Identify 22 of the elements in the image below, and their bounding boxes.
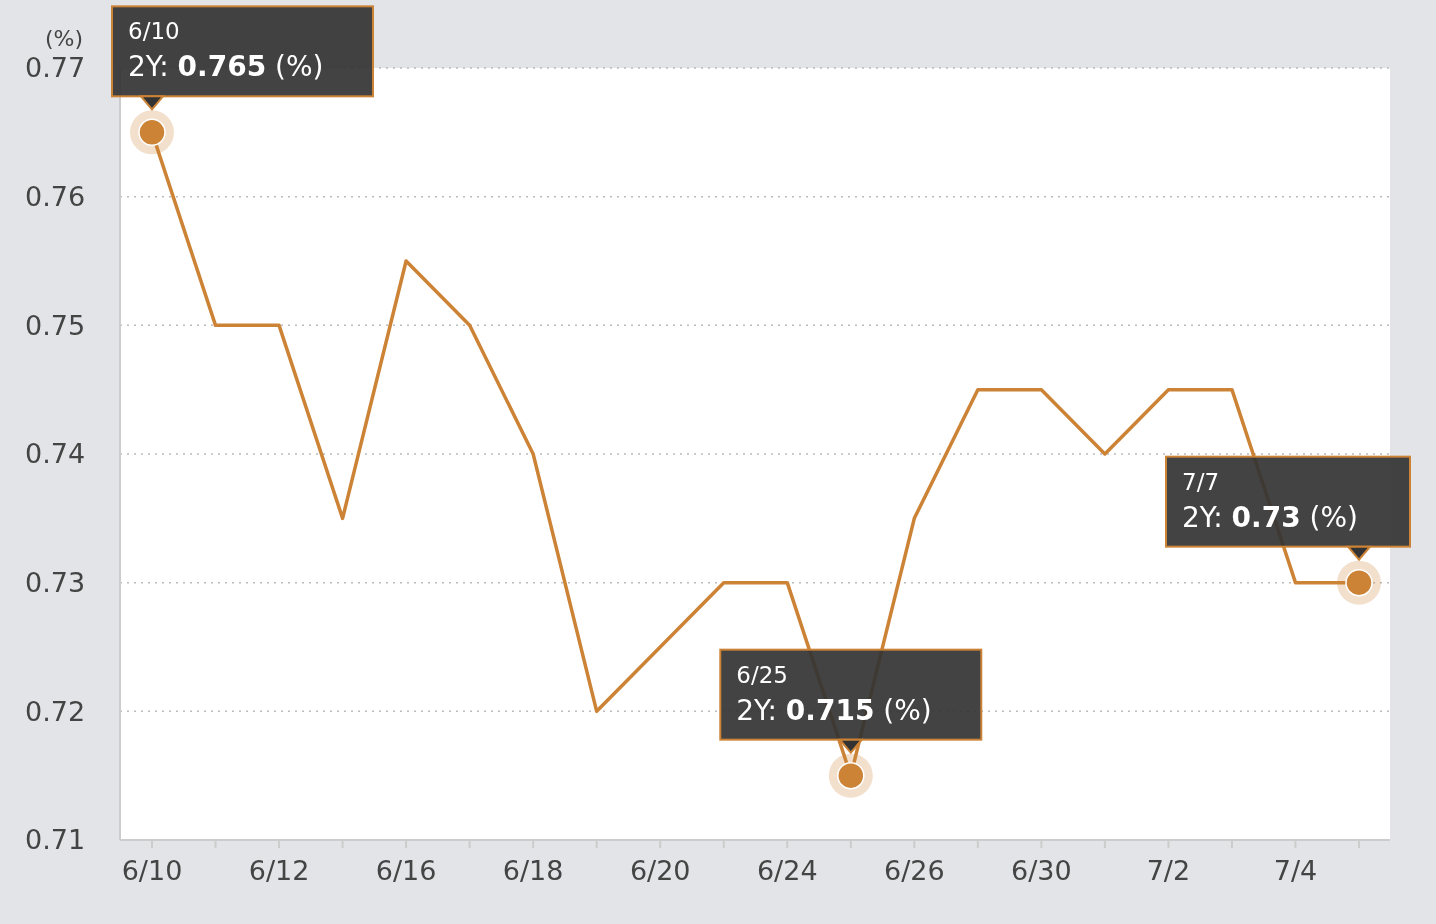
x-tick-label: 7/4: [1273, 855, 1318, 886]
y-tick-label: 0.73: [25, 567, 86, 599]
y-axis-title: (%): [1300, 500, 1358, 534]
y-tick-label: 0.75: [25, 309, 86, 341]
y-tick-label: 0.72: [25, 695, 86, 727]
x-tick-label: 6/26: [884, 855, 945, 886]
x-tick-label: 6/20: [629, 855, 691, 886]
x-tick-label: 6/12: [248, 855, 310, 886]
text: 7/7 2Y: 0.73: [1182, 468, 1301, 534]
text: (%): [45, 26, 84, 51]
y-tick-label: 0.76: [25, 181, 86, 213]
x-tick-label: 6/10: [121, 855, 183, 886]
x-tick-label: 6/18: [502, 855, 564, 886]
x-tick-label: 6/16: [375, 855, 437, 886]
annotation: 6/25 2Y: 0.715 (%): [736, 661, 932, 727]
annotation: 6/10 2Y: 0.765 (%): [128, 18, 324, 84]
x-tick-label: 6/30: [1011, 855, 1072, 886]
x-tick-label: 7/2: [1146, 855, 1191, 886]
y-tick-label: 0.71: [25, 824, 86, 856]
x-tick-label: 6/24: [756, 855, 818, 886]
y-tick-label: 0.74: [25, 438, 86, 470]
y-tick-label: 0.77: [25, 52, 86, 84]
